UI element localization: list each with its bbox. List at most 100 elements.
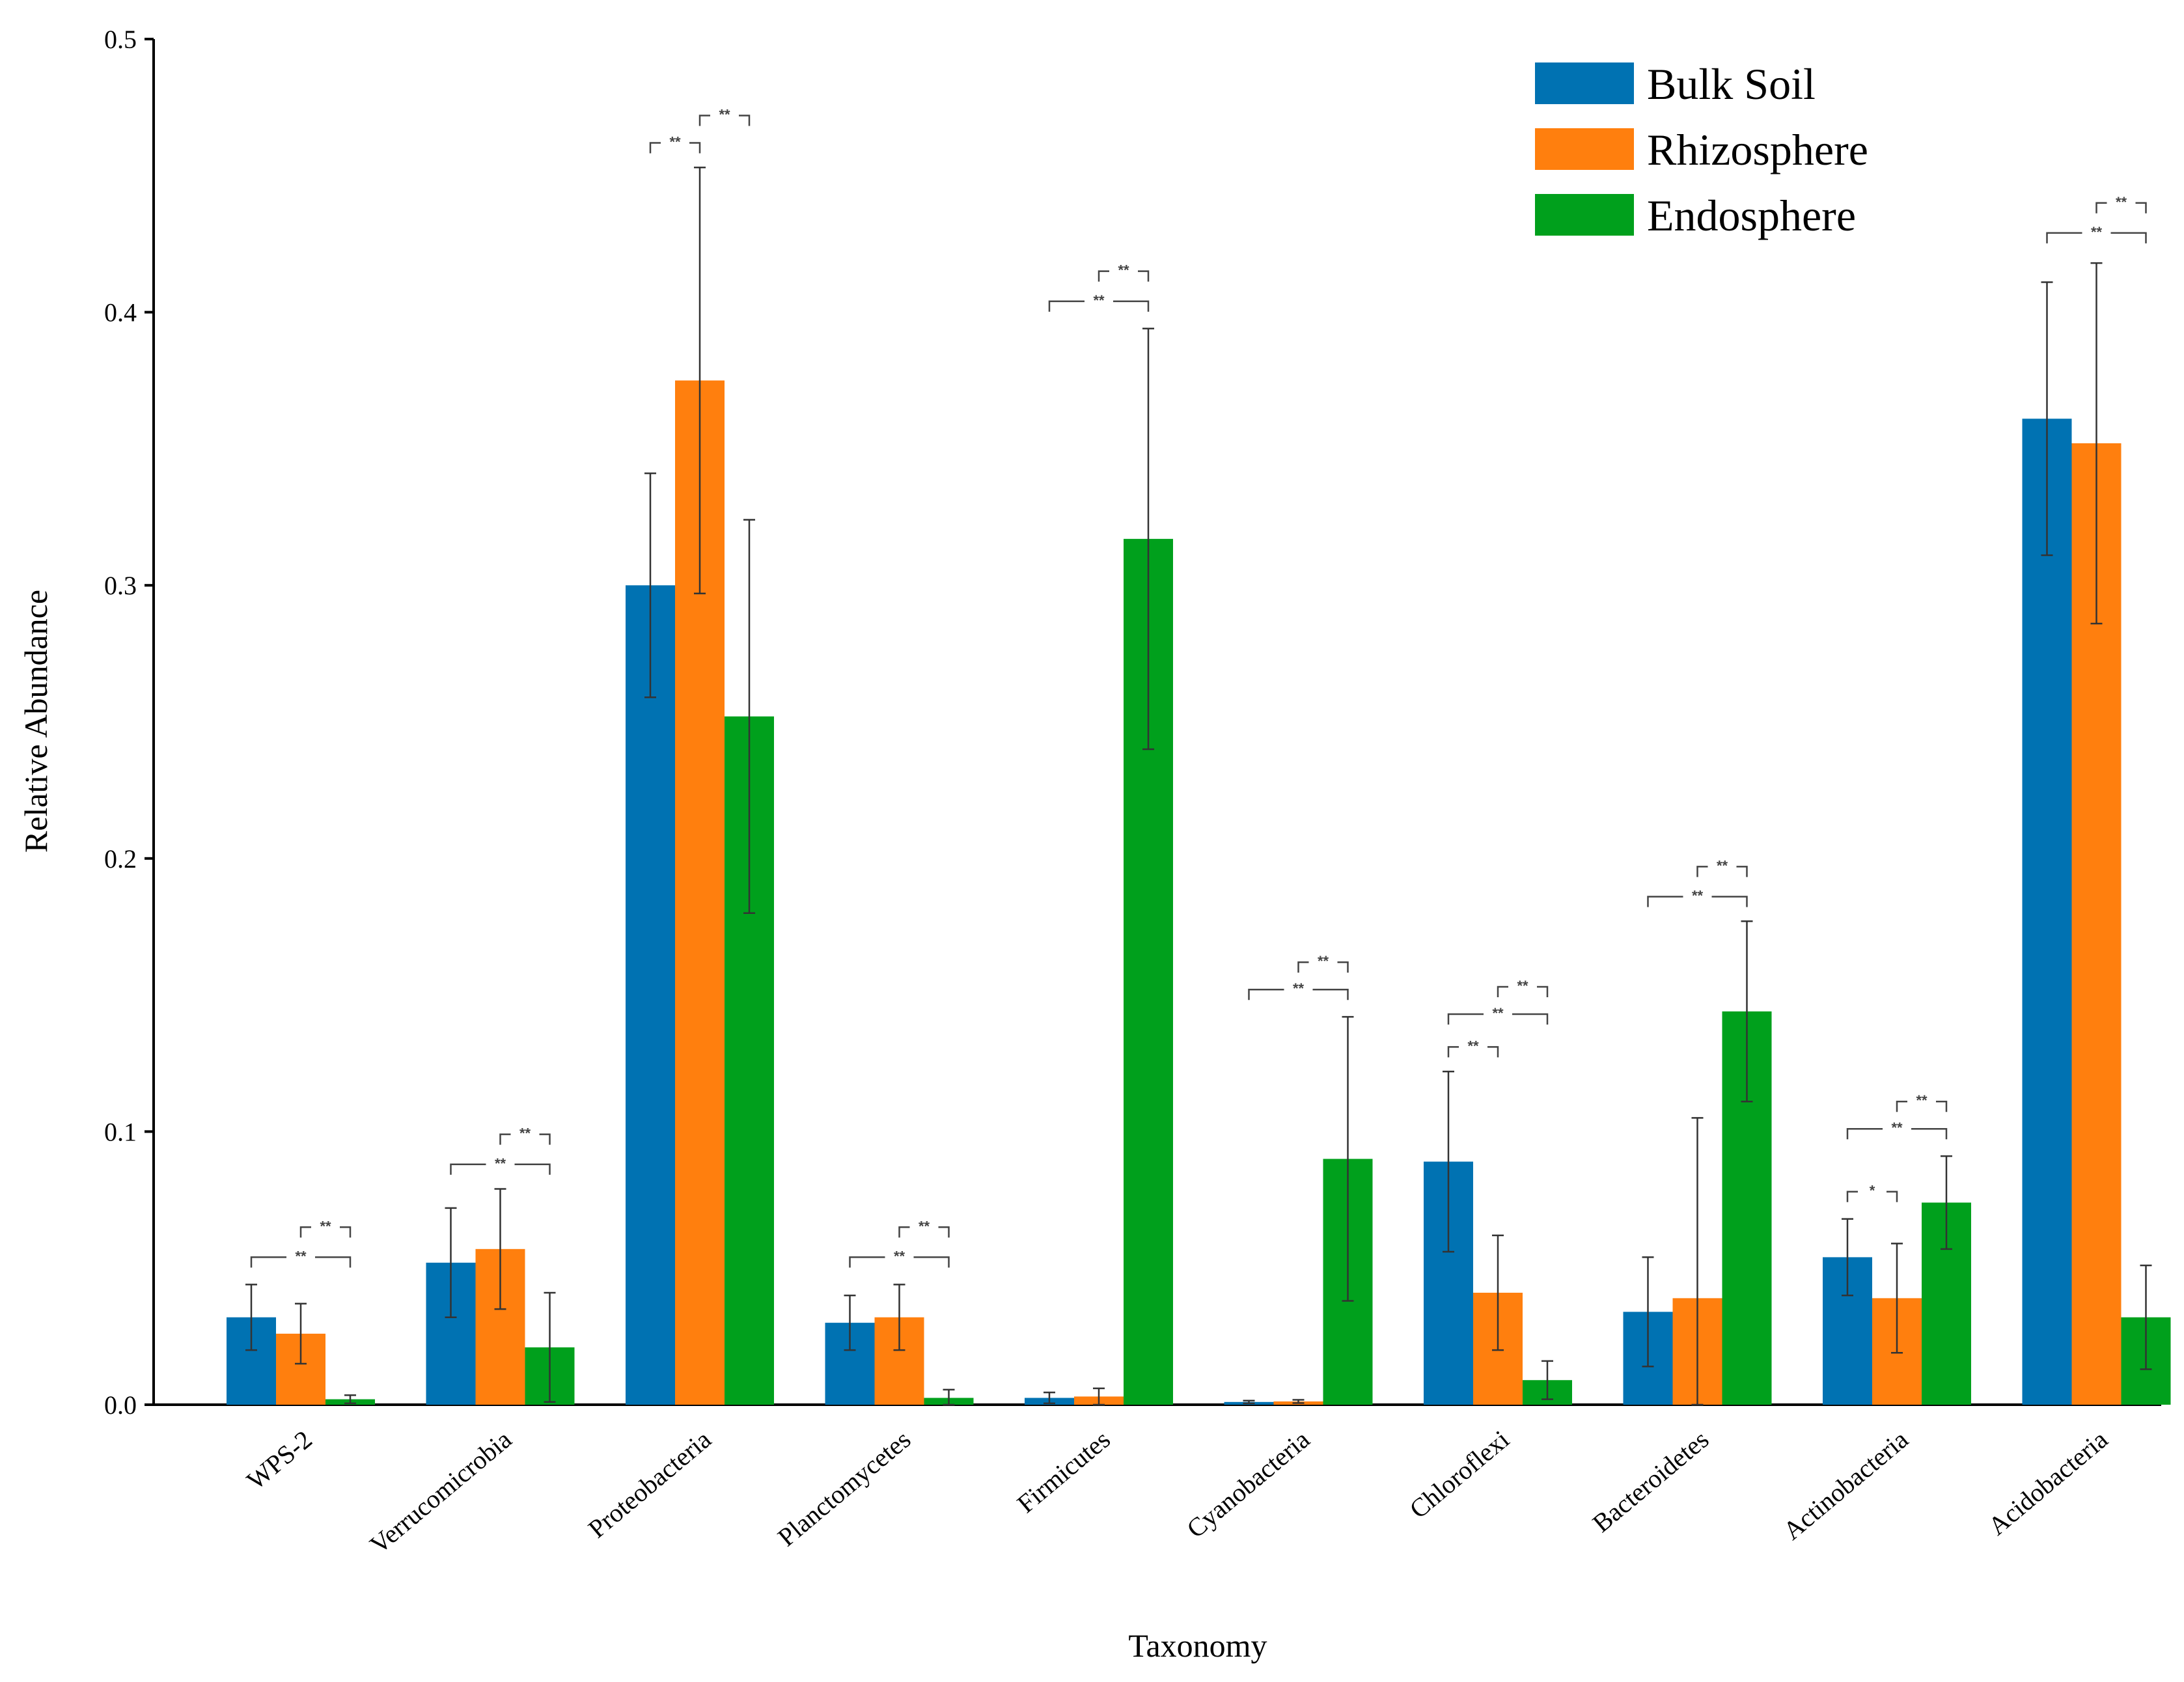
labels-layer: Relative Abundance Taxonomy 0.0 0.1 0.2 0.3…	[18, 25, 2113, 1664]
y-tick-label: 0.4	[104, 298, 137, 327]
error-bar	[943, 1388, 955, 1406]
x-tick-label: Chloroflexi	[1404, 1424, 1515, 1524]
significance-label: **	[1916, 1092, 1928, 1109]
significance-label: **	[320, 1218, 331, 1234]
legend-entry: Endosphere	[1535, 191, 1856, 240]
significance-label: **	[1318, 953, 1329, 969]
significance-label: **	[495, 1155, 506, 1172]
significance-label: **	[894, 1248, 905, 1264]
error-bar	[1044, 1391, 1055, 1405]
significance-bracket: **	[698, 106, 751, 126]
error-bar	[1642, 1256, 1654, 1368]
x-tick-label: WPS-2	[241, 1424, 317, 1495]
significance-label: **	[1891, 1120, 1903, 1136]
significance-bracket: **	[849, 1248, 950, 1268]
error-bar	[644, 472, 656, 698]
error-bar	[1741, 920, 1753, 1103]
bars-layer	[227, 380, 2171, 1405]
significance-bracket: **	[1297, 953, 1349, 973]
error-bar	[1691, 1117, 1704, 1406]
significance-label: **	[519, 1125, 531, 1142]
x-tick-label: Cyanobacteria	[1181, 1424, 1315, 1543]
error-bar	[694, 166, 706, 595]
legend-label: Endosphere	[1647, 191, 1856, 240]
legend-label: Rhizosphere	[1647, 125, 1868, 174]
significance-bracket: **	[1048, 292, 1150, 312]
error-bar	[2140, 1264, 2152, 1370]
error-bar	[494, 1188, 506, 1310]
significance-layer: ****************************************…	[250, 106, 2147, 1268]
error-bar	[295, 1303, 307, 1365]
significance-label: **	[1118, 262, 1129, 279]
error-bar	[1941, 1155, 1952, 1250]
error-bar	[1292, 1399, 1305, 1404]
significance-bracket: **	[450, 1155, 551, 1175]
x-tick-label: Planctomycetes	[772, 1424, 916, 1552]
error-bar	[1342, 1015, 1354, 1302]
x-tick-label: Verrucomicrobia	[364, 1424, 517, 1559]
error-bars-layer	[245, 166, 2152, 1406]
error-bar	[2041, 281, 2053, 557]
significance-bracket: **	[2046, 224, 2147, 243]
legend-entry: Rhizosphere	[1535, 125, 1868, 174]
y-axis-title: Relative Abundance	[18, 590, 54, 853]
y-tick-label: 0.0	[104, 1390, 137, 1420]
legend: Bulk Soil Rhizosphere Endosphere	[1535, 59, 1868, 240]
significance-label: **	[719, 106, 730, 122]
error-bar	[1541, 1360, 1553, 1400]
significance-bracket: **	[1098, 262, 1150, 282]
significance-label: **	[1467, 1038, 1479, 1054]
significance-label: **	[1093, 292, 1105, 309]
significance-label: **	[2116, 194, 2127, 210]
error-bar	[245, 1284, 257, 1351]
error-bar	[1093, 1387, 1105, 1406]
bar-bulk-soil-proteobacteria	[626, 585, 675, 1405]
significance-bracket: **	[1248, 980, 1349, 1000]
x-tick-label: Firmicutes	[1012, 1424, 1116, 1518]
error-bar	[544, 1291, 556, 1403]
error-bar	[344, 1394, 356, 1405]
error-bar	[844, 1294, 856, 1351]
error-bar	[1891, 1243, 1903, 1354]
significance-label: **	[1293, 980, 1305, 997]
error-bar	[743, 519, 755, 914]
significance-bracket: **	[898, 1218, 950, 1238]
legend-swatch	[1535, 194, 1634, 236]
significance-label: **	[2091, 224, 2103, 240]
significance-label: **	[1517, 978, 1528, 994]
significance-bracket: **	[1647, 888, 1748, 907]
legend-entry: Bulk Soil	[1535, 59, 1816, 109]
significance-label: **	[669, 133, 681, 150]
significance-bracket: **	[1896, 1092, 1948, 1112]
error-bar	[1142, 327, 1154, 751]
significance-label: **	[1492, 1005, 1504, 1021]
error-bar	[893, 1284, 905, 1351]
significance-label: **	[1717, 857, 1728, 874]
significance-bracket: **	[299, 1218, 352, 1238]
error-bar	[445, 1207, 457, 1318]
error-bar	[1842, 1218, 1853, 1297]
bar-bulk-soil-acidobacteria	[2022, 419, 2072, 1405]
error-bar	[2090, 262, 2103, 625]
x-tick-label: Proteobacteria	[583, 1424, 717, 1543]
significance-label: **	[1692, 888, 1704, 904]
significance-bracket: **	[1497, 978, 1549, 998]
x-axis-title: Taxonomy	[1128, 1627, 1267, 1664]
legend-label: Bulk Soil	[1647, 59, 1816, 109]
significance-bracket: **	[1846, 1120, 1948, 1140]
significance-bracket: **	[1696, 857, 1748, 877]
significance-label: *	[1870, 1183, 1875, 1199]
y-tick-label: 0.2	[104, 844, 137, 874]
significance-label: **	[295, 1248, 307, 1264]
y-tick-label: 0.1	[104, 1117, 137, 1146]
error-bar	[1243, 1399, 1255, 1405]
error-bar	[1443, 1070, 1454, 1253]
significance-bracket: *	[1846, 1183, 1898, 1202]
significance-label: **	[919, 1218, 930, 1234]
legend-swatch	[1535, 128, 1634, 170]
x-tick-label: Actinobacteria	[1778, 1424, 1914, 1545]
x-tick-label: Bacteroidetes	[1587, 1424, 1715, 1537]
significance-bracket: **	[1447, 1038, 1499, 1058]
